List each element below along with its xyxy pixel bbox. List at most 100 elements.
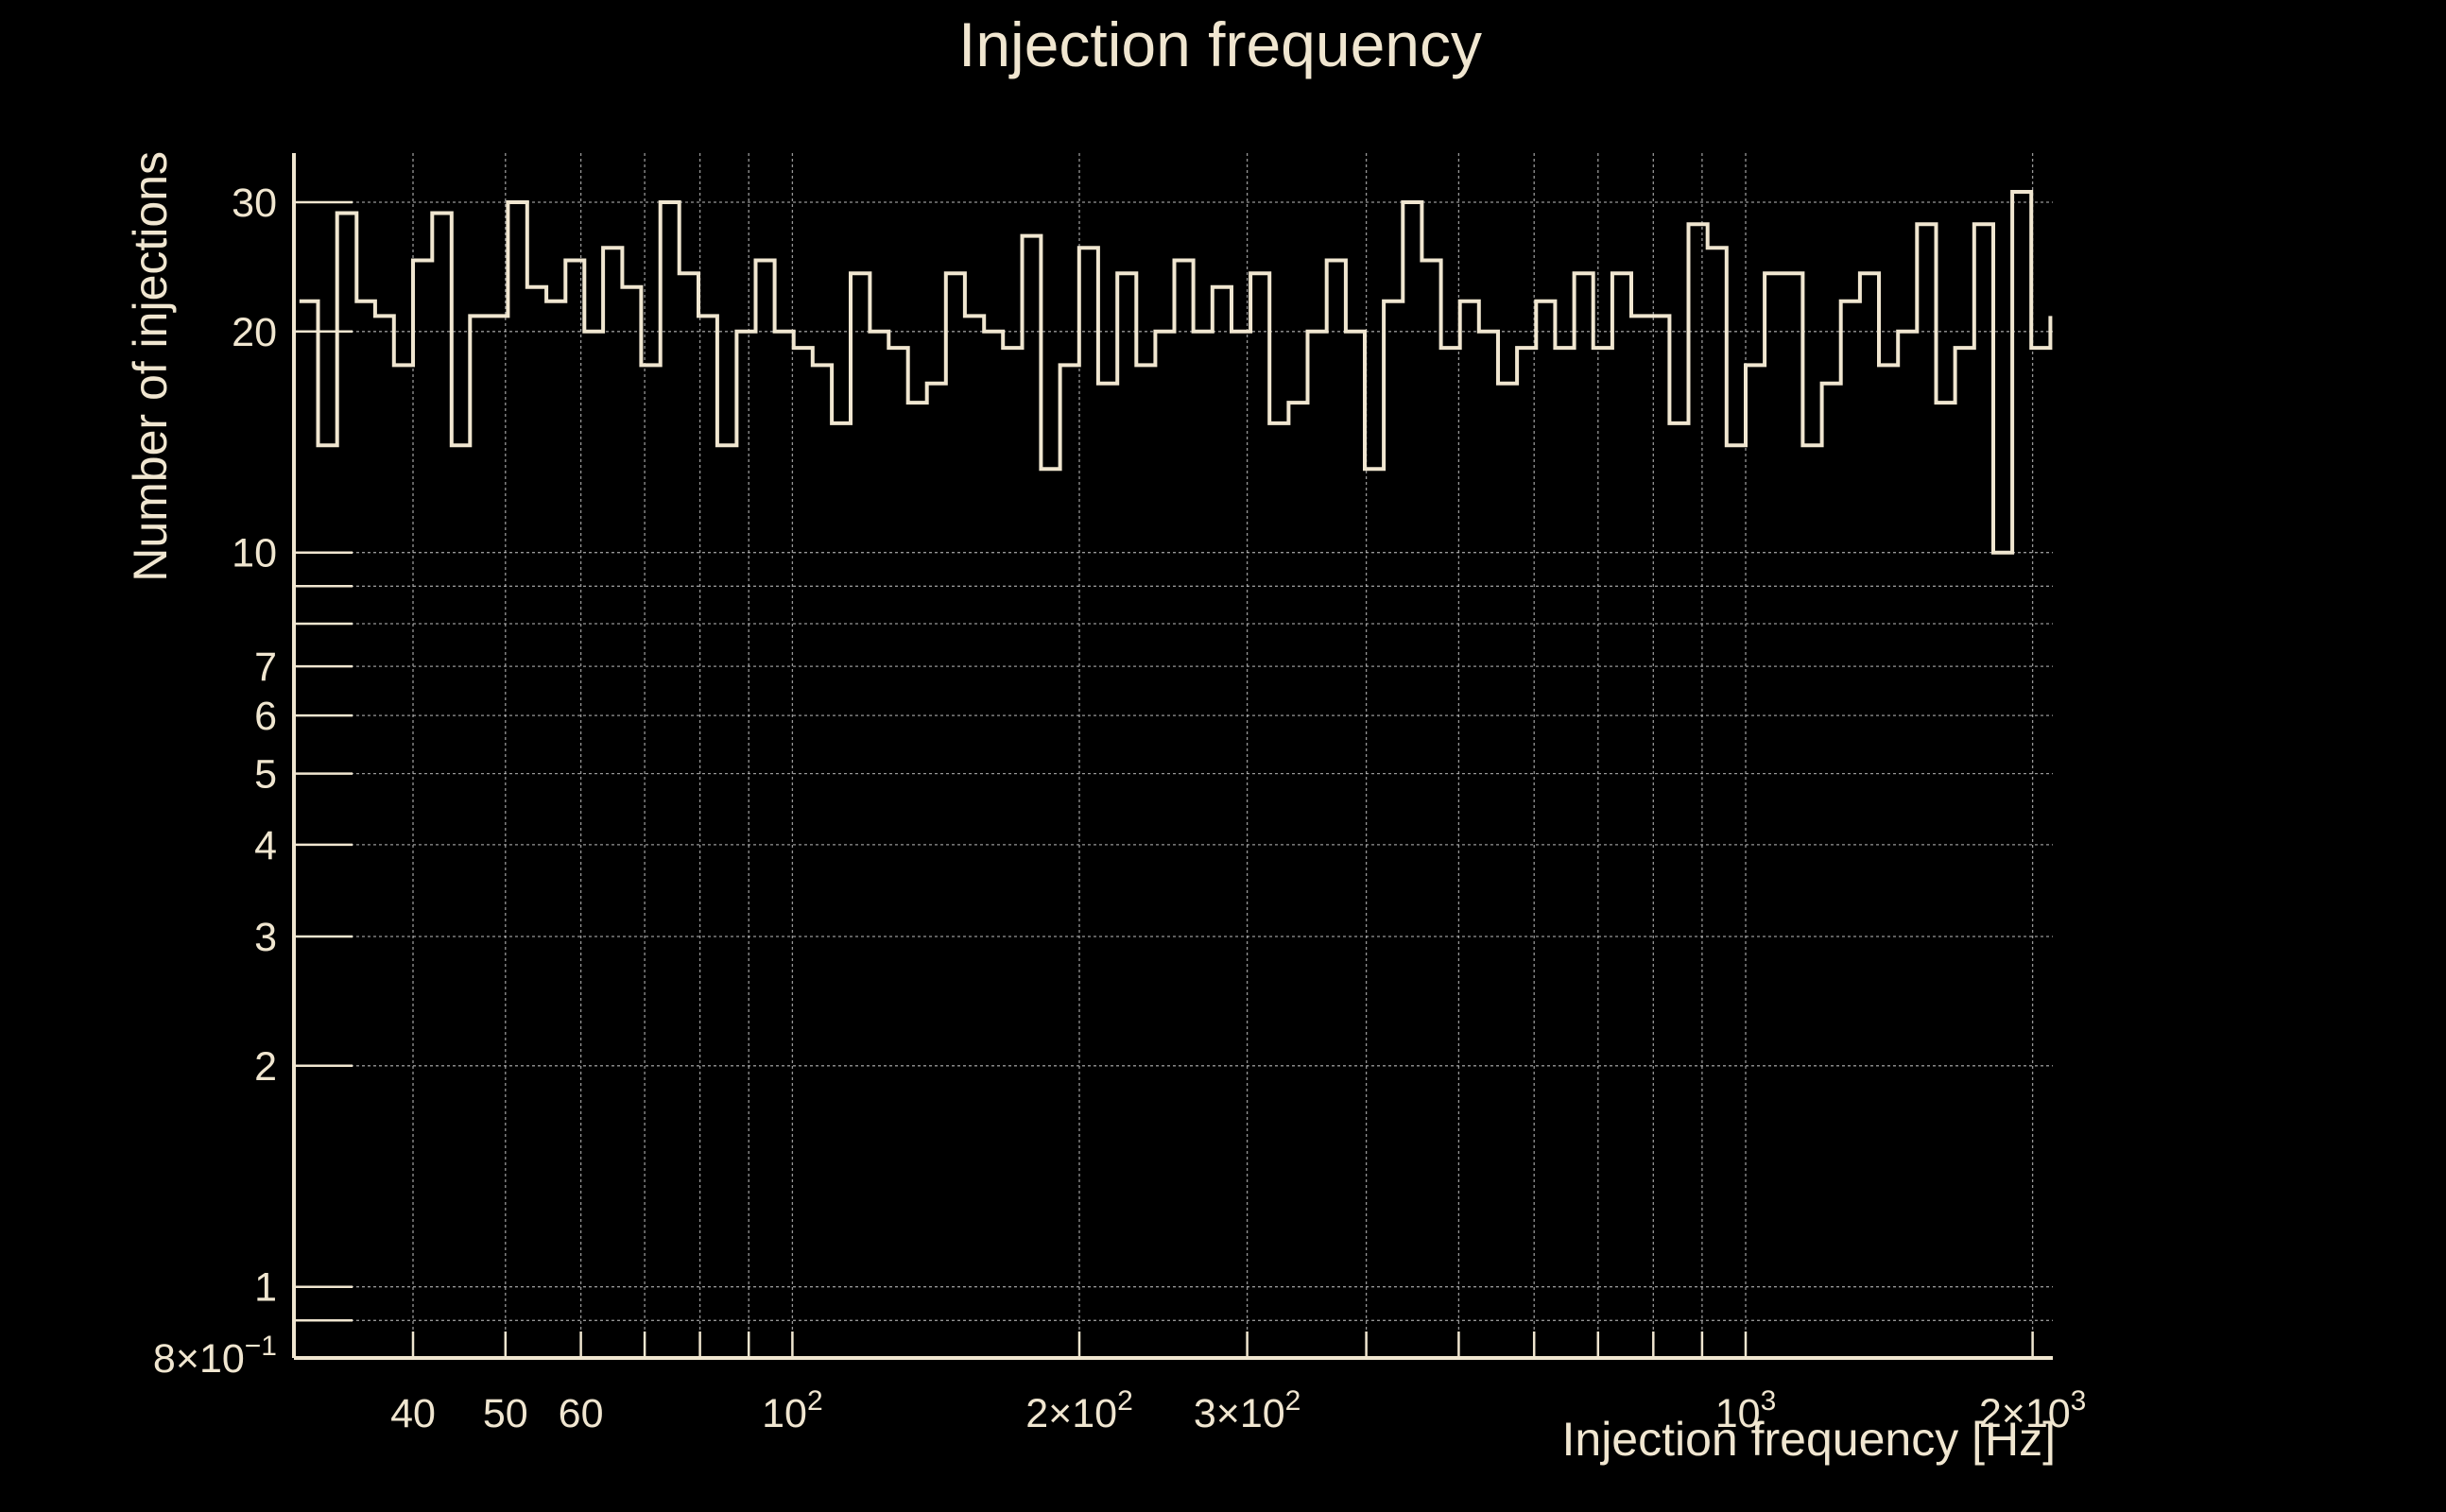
histogram-bin — [1860, 273, 1879, 1358]
histogram-bin — [908, 403, 927, 1358]
x-tick-label: 40 — [390, 1391, 436, 1436]
histogram-bin — [641, 365, 660, 1358]
histogram-bin — [1269, 423, 1288, 1358]
histogram-bin — [1403, 202, 1421, 1358]
histogram-bin — [1746, 365, 1765, 1358]
axes — [292, 153, 2053, 1360]
histogram-bin — [1689, 224, 1708, 1358]
histogram-bin — [1441, 348, 1460, 1358]
y-tick-label: 5 — [254, 752, 277, 798]
y-tick-label: 2 — [254, 1044, 277, 1090]
histogram-bin — [584, 332, 603, 1358]
histogram-bin — [432, 214, 451, 1359]
histogram-bin — [546, 301, 565, 1358]
x-tick-labels: 40 50 60 102 2×102 3×102 103 2×103 — [390, 1385, 2086, 1436]
histogram-bin — [1346, 332, 1365, 1358]
histogram-bin — [1175, 261, 1194, 1359]
histogram-bin — [756, 261, 775, 1359]
histogram-bin — [1079, 248, 1098, 1358]
histogram-bin — [356, 301, 375, 1358]
histogram-bin — [603, 248, 622, 1358]
histogram-bin — [1593, 348, 1612, 1358]
histogram-bin — [1041, 469, 1059, 1358]
histogram-bin — [1117, 273, 1136, 1358]
y-tick-label: 6 — [254, 694, 277, 739]
histogram-bin — [1023, 236, 1042, 1358]
histogram-bin — [1536, 301, 1555, 1358]
histogram-bin — [1783, 273, 1802, 1358]
histogram-bin — [1194, 332, 1213, 1358]
histogram-bin — [1365, 469, 1384, 1358]
histogram-bin — [1479, 332, 1498, 1358]
y-tick-label: 20 — [232, 310, 277, 355]
histogram-series — [299, 190, 2053, 1359]
histogram-bin — [832, 423, 851, 1358]
histogram-bin — [470, 316, 490, 1358]
x-axis-label: Injection frequency [Hz] — [1562, 1413, 2057, 1466]
y-tick-label: 4 — [254, 823, 277, 868]
histogram-bin — [1136, 365, 1155, 1358]
histogram-bin — [698, 316, 717, 1358]
histogram-bin — [1213, 287, 1232, 1358]
y-axis-label: Number of injections — [124, 151, 177, 582]
histogram-bin — [851, 273, 870, 1358]
histogram-bin — [1822, 384, 1841, 1358]
histogram-bin — [870, 332, 888, 1358]
histogram-bin — [1250, 273, 1269, 1358]
histogram-bin — [1802, 445, 1821, 1358]
histogram-outline — [299, 190, 2053, 555]
histogram-bin — [1327, 261, 1346, 1359]
histogram-bin — [1098, 384, 1117, 1358]
x-tick-label: 2×103 — [1979, 1385, 2087, 1436]
histogram-bin — [984, 332, 1003, 1358]
histogram-bin — [1612, 273, 1631, 1358]
histogram-bin — [965, 316, 984, 1358]
histogram-bin — [736, 332, 755, 1358]
histogram-bin — [680, 273, 698, 1358]
histogram-bin — [1460, 301, 1479, 1358]
histogram-bin — [813, 365, 832, 1358]
histogram-bin — [1232, 332, 1250, 1358]
tick-marks — [294, 200, 2034, 1360]
histogram-bin — [490, 316, 508, 1358]
histogram-bin — [413, 261, 432, 1359]
histogram-bin — [1765, 273, 1783, 1358]
y-tick-label: 3 — [254, 915, 277, 960]
histogram-bin — [1421, 261, 1440, 1359]
x-tick-label: 3×102 — [1194, 1385, 1301, 1436]
histogram-bin — [1955, 348, 1974, 1358]
chart-title: Injection frequency — [958, 9, 1482, 79]
histogram-bin — [1155, 332, 1174, 1358]
histogram-bin — [1879, 365, 1898, 1358]
histogram-bin — [1498, 384, 1517, 1358]
y-tick-label: 8×10−1 — [153, 1331, 277, 1382]
x-tick-label: 102 — [762, 1385, 823, 1436]
histogram-bin — [1669, 423, 1688, 1358]
y-tick-label: 7 — [254, 644, 277, 690]
y-tick-labels: 8×10−1 1 2 3 4 5 67 10 20 30 — [153, 180, 277, 1382]
x-tick-label: 50 — [483, 1391, 528, 1436]
histogram-bin — [794, 348, 813, 1358]
histogram-bin — [1631, 316, 1650, 1358]
histogram-bin — [1974, 224, 1993, 1358]
histogram-bin — [1517, 348, 1536, 1358]
histogram-bin — [1708, 248, 1727, 1358]
histogram-bin — [1937, 403, 1955, 1358]
y-tick-label: 1 — [254, 1265, 277, 1311]
histogram-bin — [1993, 553, 2012, 1358]
histogram-bin — [565, 261, 584, 1359]
histogram-bin — [527, 287, 546, 1358]
histogram-bin — [888, 348, 907, 1358]
histogram-bin — [927, 384, 946, 1358]
histogram-bin — [622, 287, 641, 1358]
histogram-bin — [375, 316, 394, 1358]
y-tick-label: 10 — [232, 531, 277, 576]
histogram-bin — [2012, 192, 2031, 1358]
histogram-bin — [1650, 316, 1669, 1358]
histogram-bin — [946, 273, 965, 1358]
histogram-bin — [337, 214, 357, 1359]
histogram-bin — [1555, 348, 1574, 1358]
histogram-bin — [1727, 445, 1746, 1358]
x-tick-label: 103 — [1715, 1385, 1777, 1436]
